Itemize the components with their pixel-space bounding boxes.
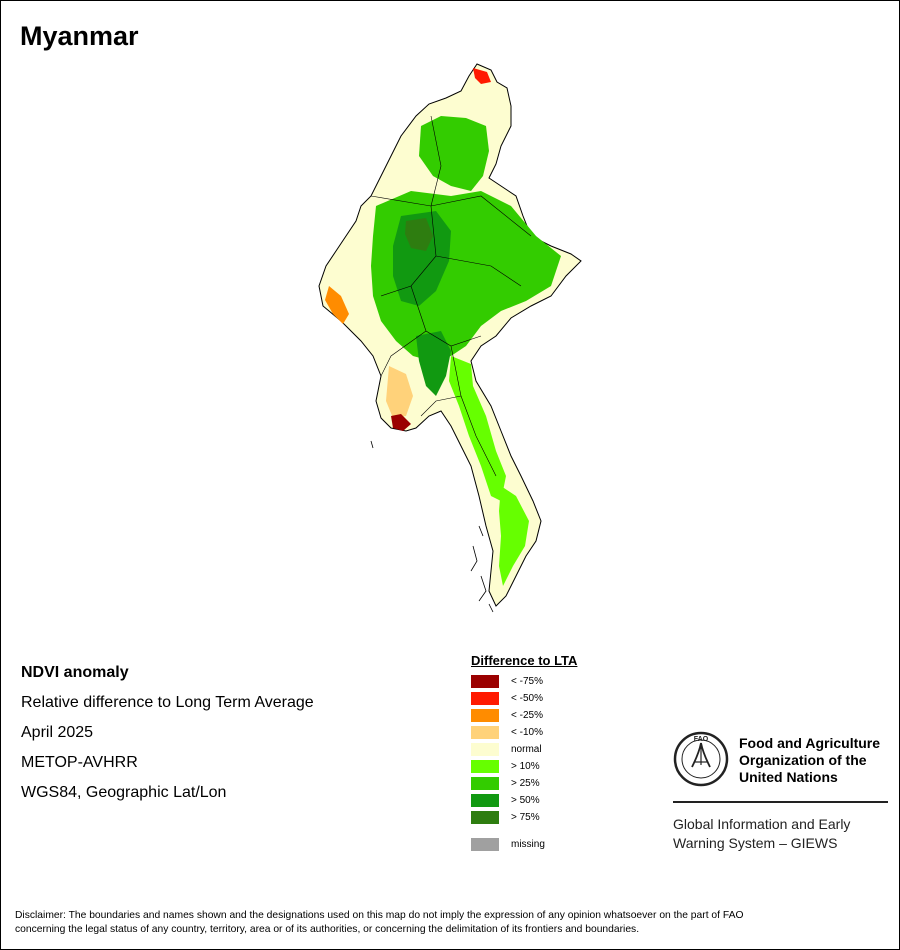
legend-swatch <box>471 777 499 790</box>
divider <box>673 801 888 803</box>
legend-item: > 25% <box>471 775 577 792</box>
legend-item: < -10% <box>471 724 577 741</box>
giews-name: Global Information and Early Warning Sys… <box>673 815 850 853</box>
map-title: Myanmar <box>20 21 139 51</box>
legend-swatch <box>471 675 499 688</box>
disclaimer-line: concerning the legal status of any count… <box>15 924 640 935</box>
legend-item: > 75% <box>471 809 577 826</box>
negative-anomaly-rakhine <box>325 286 349 324</box>
legend-swatch <box>471 838 499 851</box>
product-description: Relative difference to Long Term Average <box>21 694 314 711</box>
product-name: NDVI anomaly <box>21 664 129 681</box>
fao-name-line: Food and Agriculture <box>739 735 881 751</box>
ndvi-anomaly-map <box>318 63 582 613</box>
legend-swatch <box>471 760 499 773</box>
positive-anomaly-tanintharyi <box>499 486 529 586</box>
legend-item: < -75% <box>471 673 577 690</box>
legend-item: < -25% <box>471 707 577 724</box>
positive-anomaly-north <box>419 116 489 191</box>
legend-swatch <box>471 743 499 756</box>
legend-label: normal <box>511 744 542 755</box>
fao-organization-name: Food and Agriculture Organization of the… <box>739 735 880 786</box>
legend-item: normal <box>471 741 577 758</box>
legend-item: > 10% <box>471 758 577 775</box>
legend-swatch <box>471 692 499 705</box>
legend-label: > 25% <box>511 778 540 789</box>
admin-boundaries <box>370 115 532 477</box>
sensor-label: METOP-AVHRR <box>21 754 138 771</box>
legend-label: missing <box>511 839 545 850</box>
fao-name-line: Organization of the <box>739 752 867 768</box>
legend-label: > 75% <box>511 812 540 823</box>
legend-item: > 50% <box>471 792 577 809</box>
legend: Difference to LTA < -75% < -50% < -25% <… <box>471 653 577 853</box>
severe-negative-anomaly-north-tip <box>473 68 491 84</box>
positive-anomaly-south <box>449 356 506 501</box>
legend-label: > 50% <box>511 795 540 806</box>
giews-line: Warning System – GIEWS <box>673 835 838 851</box>
legend-swatch <box>471 709 499 722</box>
coastal-islands <box>370 440 494 613</box>
legend-label: < -75% <box>511 676 543 687</box>
legend-label: < -50% <box>511 693 543 704</box>
strong-positive-anomaly-b <box>416 331 451 396</box>
legend-swatch <box>471 794 499 807</box>
fao-logo-text: FAO <box>694 736 709 743</box>
legend-item-missing: missing <box>471 836 577 853</box>
negative-anomaly-delta <box>386 366 413 418</box>
giews-line: Global Information and Early <box>673 816 851 832</box>
legend-swatch <box>471 726 499 739</box>
projection-label: WGS84, Geographic Lat/Lon <box>21 784 227 801</box>
fao-logo-icon: FAO <box>673 731 729 787</box>
disclaimer-line: Disclaimer: The boundaries and names sho… <box>15 910 744 921</box>
legend-label: < -25% <box>511 710 543 721</box>
severe-negative-anomaly-delta-coast <box>391 414 411 431</box>
legend-label: < -10% <box>511 727 543 738</box>
fao-name-line: United Nations <box>739 769 838 785</box>
very-strong-positive-anomaly <box>405 218 433 251</box>
legend-item: < -50% <box>471 690 577 707</box>
legend-label: > 10% <box>511 761 540 772</box>
map-info-block: NDVI anomaly Relative difference to Long… <box>21 658 314 808</box>
disclaimer: Disclaimer: The boundaries and names sho… <box>15 909 885 937</box>
period-label: April 2025 <box>21 724 94 741</box>
legend-spacer <box>471 826 577 836</box>
legend-title: Difference to LTA <box>471 653 578 668</box>
legend-swatch <box>471 811 499 824</box>
